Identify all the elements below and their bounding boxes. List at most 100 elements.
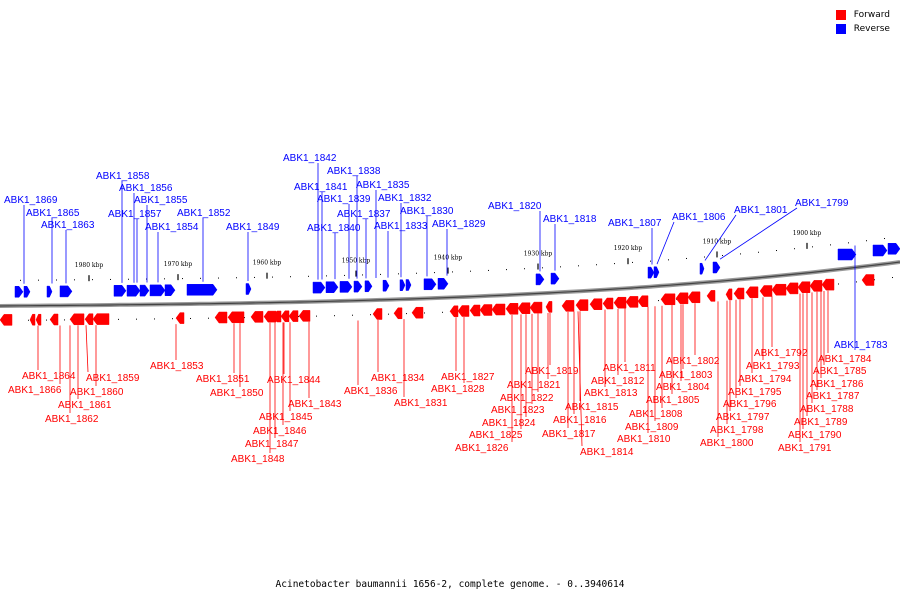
scale-dot: [218, 277, 219, 279]
reverse-gene-arrow: [46, 285, 53, 298]
forward-gene-label: ABK1_1786: [810, 379, 864, 390]
forward-gene-label: ABK1_1834: [371, 373, 425, 384]
reverse-gene-label: ABK1_1856: [119, 183, 173, 194]
tick-label: 1940 kbp: [434, 255, 463, 262]
scale-dot: [406, 313, 407, 315]
scale-dot: [380, 273, 381, 275]
scale-dot: [452, 271, 453, 273]
reverse-gene-label: ABK1_1841: [294, 182, 348, 193]
reverse-gene-arrow: [647, 266, 655, 279]
scale-dot: [488, 269, 489, 271]
tick-label: 1960 kbp: [253, 260, 282, 267]
reverse-swatch: [835, 24, 846, 34]
scale-dot: [244, 317, 245, 319]
reverse-gene-label: ABK1_1806: [672, 212, 726, 223]
tick-label: 1970 kbp: [164, 261, 193, 268]
backbone-core: [0, 261, 900, 307]
scale-dot: [542, 267, 543, 269]
forward-gene-arrow: [92, 313, 110, 325]
forward-gene-label: ABK1_1844: [267, 375, 321, 386]
forward-gene-label: ABK1_1789: [794, 417, 848, 428]
forward-gene-arrow: [84, 313, 94, 325]
scale-dot: [506, 269, 507, 271]
forward-gene-label: ABK1_1803: [659, 370, 713, 381]
forward-gene-arrow: [529, 301, 543, 314]
reverse-gene-label: ABK1_1839: [317, 194, 371, 205]
forward-gene-label: ABK1_1823: [491, 405, 545, 416]
forward-gene-arrow: [706, 290, 716, 302]
tick-label: 1920 kbp: [614, 245, 643, 252]
forward-gene-label: ABK1_1814: [580, 447, 634, 458]
forward-gene-label: ABK1_1831: [394, 398, 448, 409]
reverse-gene-arrow: [339, 281, 353, 293]
forward-gene-label: ABK1_1827: [441, 372, 495, 383]
scale-dot: [848, 242, 849, 244]
reverse-gene-label: ABK1_1855: [134, 195, 188, 206]
scale-dot: [578, 265, 579, 267]
reverse-gene-label: ABK1_1852: [177, 208, 231, 219]
reverse-gene-arrow: [699, 262, 705, 275]
forward-gene-label: ABK1_1794: [738, 374, 792, 385]
scale-dot: [64, 319, 65, 321]
scale-dot: [874, 279, 875, 281]
forward-gene-label: ABK1_1792: [754, 348, 808, 359]
scale-dot: [704, 256, 705, 258]
scale-dot: [118, 318, 119, 320]
forward-gene-label: ABK1_1845: [259, 412, 313, 423]
reverse-gene-arrow: [837, 248, 857, 261]
scale-dot: [370, 314, 371, 316]
forward-swatch: [835, 10, 846, 20]
reverse-gene-label: ABK1_1842: [283, 153, 337, 164]
forward-gene-label: ABK1_1850: [210, 388, 264, 399]
scale-dot: [92, 279, 93, 281]
scale-dot: [794, 248, 795, 250]
reverse-gene-label: ABK1_1869: [4, 195, 58, 206]
forward-gene-arrow: [457, 305, 470, 317]
legend: Forward Reverse: [835, 8, 890, 36]
legend-forward: Forward: [835, 8, 890, 22]
reverse-gene-arrow: [872, 244, 888, 257]
forward-gene-arrow: [280, 310, 290, 323]
forward-gene-label: ABK1_1848: [231, 454, 285, 465]
backbone-line: [0, 260, 900, 308]
scale-dot: [298, 316, 299, 318]
reverse-gene-arrow: [550, 272, 560, 285]
scale-dot: [362, 274, 363, 276]
forward-gene-label: ABK1_1846: [253, 426, 307, 437]
reverse-gene-arrow: [325, 281, 339, 293]
scale-dot: [892, 277, 893, 279]
forward-gene-label: ABK1_1847: [245, 439, 299, 450]
reverse-gene-arrow: [312, 281, 326, 294]
scale-dot: [74, 279, 75, 281]
forward-gene-arrow: [29, 313, 36, 326]
forward-gene-arrow: [545, 301, 553, 313]
scale-dot: [290, 276, 291, 278]
forward-gene-label: ABK1_1815: [565, 402, 619, 413]
reverse-gene-arrow: [59, 285, 73, 298]
scale-dot: [154, 318, 155, 320]
scale-dot: [28, 319, 29, 321]
forward-gene-label: ABK1_1796: [723, 399, 777, 410]
tick-label: 1980 kbp: [75, 262, 104, 269]
forward-gene-arrow: [687, 291, 701, 304]
forward-gene-label: ABK1_1785: [813, 366, 867, 377]
forward-gene-label: ABK1_1864: [22, 371, 76, 382]
forward-gene-label: ABK1_1817: [542, 429, 596, 440]
scale-dot: [442, 311, 443, 313]
reverse-gene-arrow: [535, 273, 545, 286]
scale-dot: [136, 318, 137, 320]
scale-dot: [686, 257, 687, 259]
reverse-gene-arrow: [423, 278, 437, 291]
tick-label: 1950 kbp: [342, 258, 371, 265]
reverse-gene-arrow: [126, 284, 141, 297]
reverse-gene-arrow: [113, 285, 127, 297]
legend-reverse-label: Reverse: [853, 24, 890, 34]
forward-gene-arrow: [175, 312, 185, 324]
forward-gene-label: ABK1_1851: [196, 374, 250, 385]
forward-gene-arrow: [393, 307, 403, 320]
scale-dot: [200, 277, 201, 279]
reverse-gene-label: ABK1_1854: [145, 222, 199, 233]
forward-gene-arrow: [469, 304, 481, 317]
tick-label: 1910 kbp: [703, 238, 732, 245]
forward-gene-arrow: [491, 303, 506, 316]
